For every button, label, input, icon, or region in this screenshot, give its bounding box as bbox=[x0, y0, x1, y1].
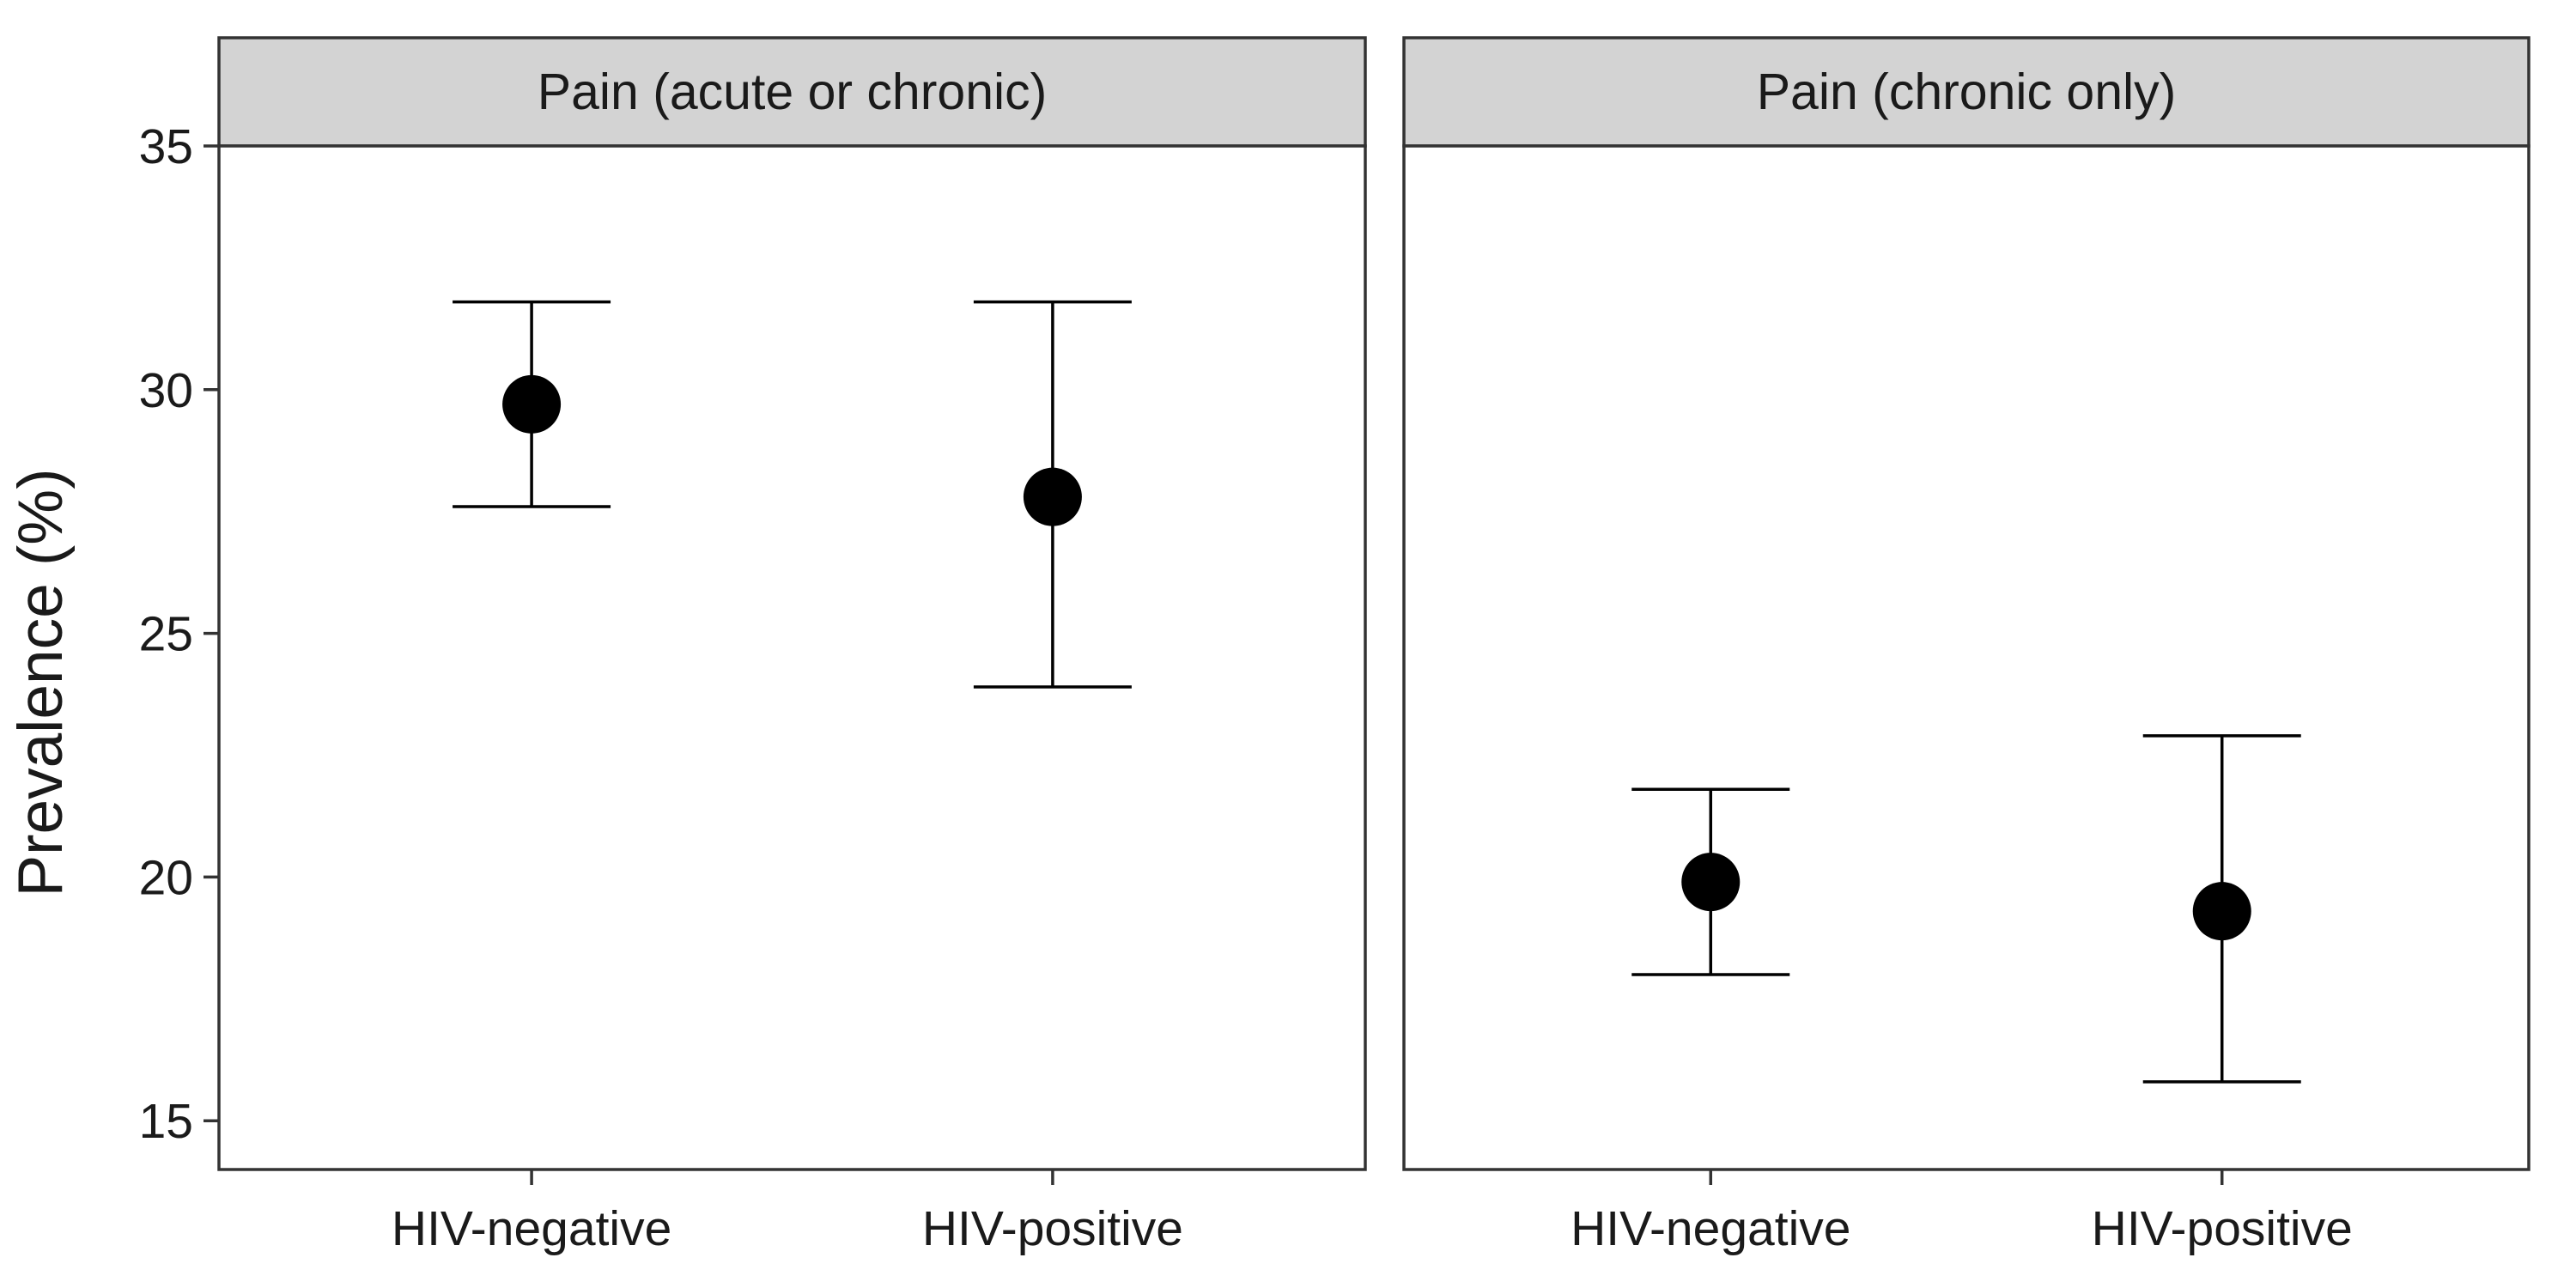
x-tick-label: HIV-positive bbox=[922, 1201, 1183, 1256]
y-axis-title: Prevalence (%) bbox=[6, 468, 76, 896]
facet-strip-title: Pain (chronic only) bbox=[1757, 64, 2177, 120]
estimate-point bbox=[2192, 882, 2251, 941]
facet-panel-border bbox=[1402, 144, 2530, 1171]
y-tick-label: 25 bbox=[139, 607, 193, 662]
y-tick-label: 15 bbox=[139, 1094, 193, 1149]
x-tick-label: HIV-negative bbox=[1571, 1201, 1850, 1256]
estimate-point bbox=[1681, 853, 1741, 912]
y-tick-label: 30 bbox=[139, 363, 193, 418]
facet-strip-title: Pain (acute or chronic) bbox=[538, 64, 1048, 120]
facets: Pain (acute or chronic) HIV-negative HIV-p… bbox=[217, 36, 2530, 1256]
estimate-point bbox=[502, 374, 562, 434]
y-axis: 15 20 25 30 35 bbox=[139, 119, 219, 1149]
facet-panel: Pain (acute or chronic) HIV-negative HIV-p… bbox=[217, 36, 1367, 1256]
facet-strip bbox=[217, 36, 1367, 148]
facet-panel: Pain (chronic only) HIV-negative HIV-posit… bbox=[1402, 36, 2530, 1256]
y-tick-label: 20 bbox=[139, 850, 193, 905]
x-tick-label: HIV-positive bbox=[2092, 1201, 2353, 1256]
x-tick-label: HIV-negative bbox=[392, 1201, 671, 1256]
facet-panel-border bbox=[217, 144, 1367, 1171]
estimate-point bbox=[1023, 467, 1082, 526]
y-tick-label: 35 bbox=[139, 119, 193, 174]
